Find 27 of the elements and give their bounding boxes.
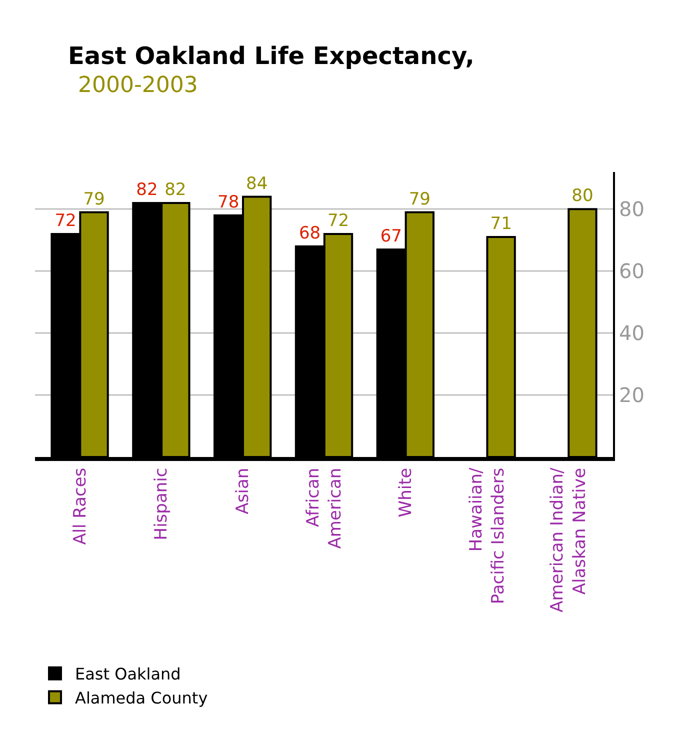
y-tick-label: 80 bbox=[619, 197, 644, 222]
x-tick-label: Hispanic bbox=[152, 468, 172, 540]
data-label: 72 bbox=[327, 210, 350, 231]
chart-title: East Oakland Life Expectancy, bbox=[68, 42, 474, 70]
data-label: 79 bbox=[408, 189, 430, 210]
legend-label: East Oakland bbox=[75, 664, 181, 684]
y-tick-label: 40 bbox=[619, 321, 644, 346]
chart-subtitle: 2000-2003 bbox=[78, 73, 198, 98]
x-tick-label: All Races bbox=[70, 468, 90, 545]
x-tick-label: American Indian/ Alaskan Native bbox=[548, 468, 590, 612]
data-label: 84 bbox=[246, 174, 268, 194]
data-label: 80 bbox=[572, 186, 594, 206]
y-tick-label: 60 bbox=[619, 259, 644, 284]
y-tick-label: 20 bbox=[619, 383, 644, 408]
data-label: 78 bbox=[218, 192, 240, 212]
data-label: 68 bbox=[298, 223, 321, 244]
data-label: 67 bbox=[380, 226, 402, 246]
data-label: 71 bbox=[490, 214, 512, 234]
legend-label: Alameda County bbox=[75, 688, 208, 708]
x-tick-label: Hawaiian/ Pacific Islanders bbox=[466, 468, 508, 604]
data-label: 82 bbox=[164, 180, 186, 200]
x-tick-label: African American bbox=[303, 468, 346, 549]
data-label: 72 bbox=[54, 210, 76, 231]
data-label: 82 bbox=[136, 180, 158, 200]
data-label: 79 bbox=[83, 189, 105, 210]
x-tick-label: Asian bbox=[233, 468, 254, 514]
x-tick-label: White bbox=[396, 468, 416, 518]
